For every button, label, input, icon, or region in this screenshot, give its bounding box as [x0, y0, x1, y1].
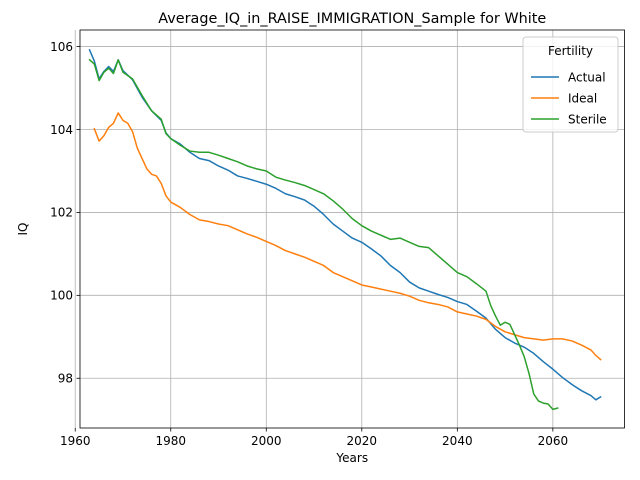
series-lines [88, 48, 602, 411]
y-tick-label: 98 [58, 372, 73, 386]
x-tick-label: 1960 [60, 434, 91, 448]
x-axis-label: Years [335, 451, 368, 465]
legend-title: Fertility [548, 44, 593, 58]
x-axis: 1960 1980 2000 2020 2040 2060 [60, 428, 568, 448]
legend-label-sterile: Sterile [568, 112, 607, 126]
x-tick-label: 2000 [251, 434, 282, 448]
legend-label-ideal: Ideal [568, 91, 597, 105]
y-axis-label: IQ [16, 223, 30, 236]
chart-title: Average_IQ_in_RAISE_IMMIGRATION_Sample f… [158, 11, 546, 27]
series-line-ideal [93, 112, 602, 361]
series-line-sterile [88, 58, 559, 411]
y-tick-label: 104 [50, 123, 73, 137]
x-tick-label: 2040 [442, 434, 473, 448]
legend: Fertility Actual Ideal Sterile [522, 36, 619, 133]
y-tick-label: 106 [50, 40, 73, 54]
y-tick-label: 102 [50, 206, 73, 220]
x-tick-label: 1980 [155, 434, 186, 448]
x-tick-label: 2020 [347, 434, 378, 448]
legend-box [522, 36, 619, 133]
x-tick-label: 2060 [538, 434, 569, 448]
plot-frame [79, 29, 625, 429]
legend-label-actual: Actual [568, 70, 606, 84]
y-tick-label: 100 [50, 289, 73, 303]
y-axis: 98 100 102 104 106 [50, 40, 80, 386]
